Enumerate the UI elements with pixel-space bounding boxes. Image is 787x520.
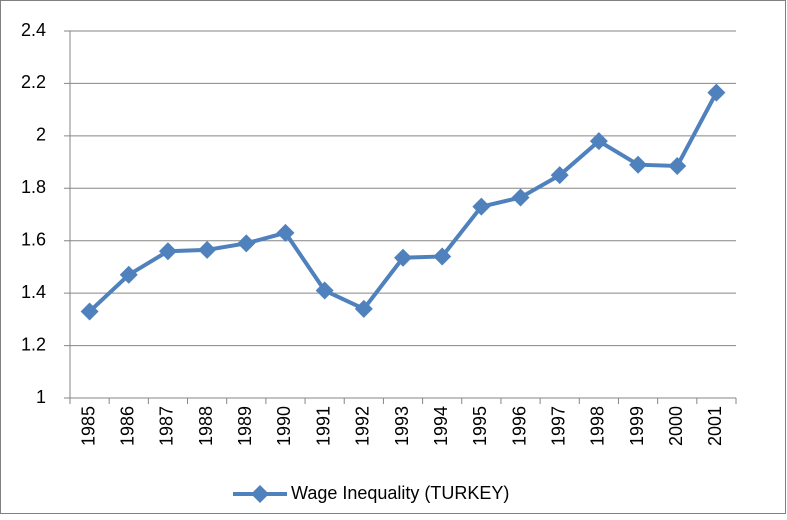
- x-tick-label: 1994: [431, 406, 451, 446]
- y-tick-label: 2: [36, 125, 46, 145]
- y-tick-label: 1.6: [21, 229, 46, 249]
- data-marker: [158, 242, 177, 261]
- y-tick-label: 1.4: [21, 282, 46, 302]
- data-marker: [315, 281, 334, 300]
- x-tick-label: 1991: [313, 406, 333, 446]
- data-marker: [119, 265, 138, 284]
- x-tick-label: 1990: [274, 406, 294, 446]
- x-tick-label: 1988: [196, 406, 216, 446]
- x-tick-label: 1996: [509, 406, 529, 446]
- y-tick-label: 1: [36, 387, 46, 407]
- y-tick-label: 1.8: [21, 177, 46, 197]
- legend-marker: [251, 485, 269, 503]
- x-tick-label: 1986: [118, 406, 138, 446]
- x-tick-label: 1992: [353, 406, 373, 446]
- x-tick-label: 1999: [627, 406, 647, 446]
- data-marker: [237, 234, 256, 253]
- x-tick-label: 1995: [470, 406, 490, 446]
- x-tick-label: 1987: [157, 406, 177, 446]
- y-tick-label: 2.4: [21, 20, 46, 40]
- data-marker: [472, 197, 491, 216]
- x-tick-label: 2001: [705, 406, 725, 446]
- data-marker: [433, 247, 452, 266]
- data-marker: [668, 157, 687, 176]
- x-tick-label: 1985: [78, 406, 98, 446]
- y-tick-label: 1.2: [21, 334, 46, 354]
- data-marker: [511, 188, 530, 207]
- data-marker: [354, 299, 373, 318]
- data-marker: [276, 223, 295, 242]
- data-marker: [629, 155, 648, 174]
- data-marker: [550, 166, 569, 185]
- data-marker: [589, 132, 608, 151]
- data-marker: [198, 240, 217, 259]
- x-tick-label: 1993: [392, 406, 412, 446]
- x-tick-label: 1997: [548, 406, 568, 446]
- data-marker: [394, 248, 412, 267]
- x-tick-label: 1989: [235, 406, 255, 446]
- x-tick-label: 2000: [666, 406, 686, 446]
- x-tick-label: 1998: [588, 406, 608, 446]
- legend-label: Wage Inequality (TURKEY): [291, 483, 509, 503]
- data-marker: [80, 302, 99, 321]
- data-marker: [707, 83, 726, 102]
- y-tick-label: 2.2: [21, 72, 46, 92]
